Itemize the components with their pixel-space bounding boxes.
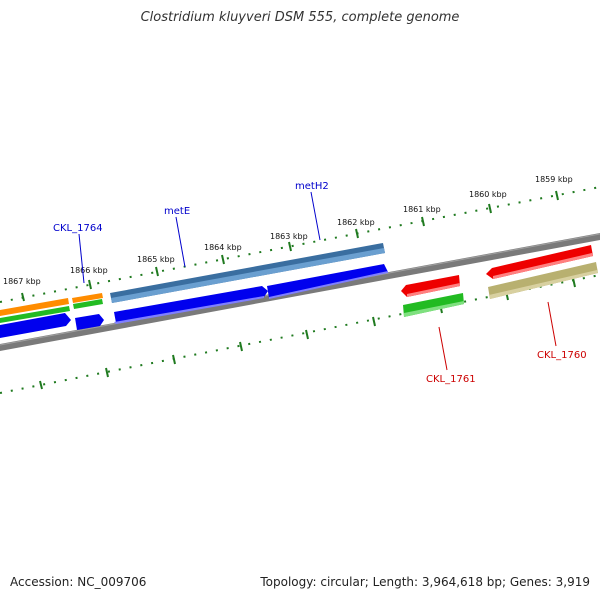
tick-label-1866: 1866 kbp — [70, 266, 108, 275]
tick-label-1864: 1864 kbp — [204, 243, 242, 252]
tick-label-1861: 1861 kbp — [403, 205, 441, 214]
tick-mark-1864 — [221, 254, 225, 265]
tick-mark-1866 — [88, 279, 92, 290]
tick-marks: 1867 kbp 1866 kbp 1865 kbp 1864 kbp 1863… — [3, 175, 573, 302]
tick-label-1867: 1867 kbp — [3, 277, 41, 286]
tick-mark-1867 — [21, 292, 25, 302]
gene-metH2-block[interactable] — [110, 243, 385, 303]
gene-labels: CKL_1764 metE metH2 CKL_1761 CKL_1760 — [53, 181, 587, 385]
cds-metE-arrow[interactable] — [114, 286, 268, 324]
accession-label: Accession: NC_009706 — [10, 575, 147, 589]
gene-left-green[interactable] — [0, 299, 103, 323]
tick-mark-1865 — [155, 266, 159, 277]
tick-label-1862: 1862 kbp — [337, 218, 375, 227]
cds-CKL_1764-arrow[interactable] — [75, 314, 104, 330]
gene-CKL_1760-red[interactable] — [486, 245, 593, 279]
tick-mark-1859 — [555, 190, 559, 201]
gene-label-CKL_1764[interactable]: CKL_1764 — [53, 223, 103, 234]
tick-label-1859: 1859 kbp — [535, 175, 573, 184]
gene-label-metH2[interactable]: metH2 — [295, 181, 329, 192]
gene-CKL_1760-khaki[interactable] — [488, 262, 598, 299]
gene-CKL_1761-red[interactable] — [401, 275, 460, 297]
tick-mark-1860 — [488, 203, 492, 214]
cds-left-arrow[interactable] — [0, 313, 71, 338]
genome-info-label: Topology: circular; Length: 3,964,618 bp… — [260, 575, 590, 589]
gene-left-orange[interactable] — [0, 293, 103, 316]
tick-label-1865: 1865 kbp — [137, 255, 175, 264]
gene-CKL_1761-green[interactable] — [403, 293, 464, 317]
label-leaders — [78, 191, 557, 371]
gene-label-CKL_1760[interactable]: CKL_1760 — [537, 350, 587, 361]
tick-mark-1863 — [288, 241, 292, 252]
gene-label-CKL_1761[interactable]: CKL_1761 — [426, 374, 476, 385]
tick-mark-1861 — [421, 216, 425, 227]
tick-label-1863: 1863 kbp — [270, 232, 308, 241]
cds-metH2-arrow[interactable] — [267, 264, 388, 299]
tick-mark-1862 — [355, 228, 359, 239]
map-title: Clostridium kluyveri DSM 555, complete g… — [140, 10, 460, 25]
gene-label-metE[interactable]: metE — [164, 206, 190, 217]
tick-label-1860: 1860 kbp — [469, 190, 507, 199]
